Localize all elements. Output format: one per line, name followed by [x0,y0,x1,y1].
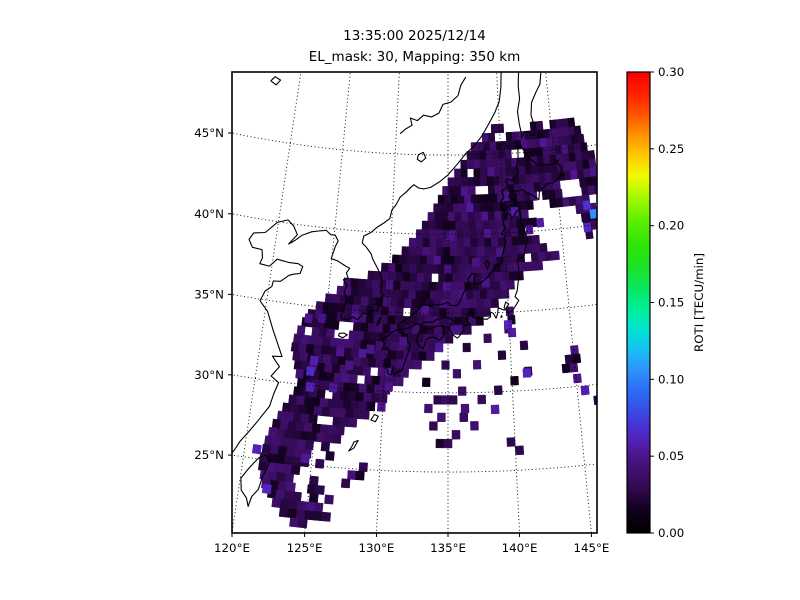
coastline-shikoku [415,325,446,350]
graticule [232,72,597,533]
x-tick-label: 125°E [287,541,323,555]
y-tick-label: 30°N [194,368,224,382]
parallel-line [232,293,597,315]
coastlines [232,72,566,507]
heatmap-cells [251,117,597,529]
coastline-okinawa [348,439,359,452]
coastline-taiwan [240,454,271,507]
y-tick-label: 40°N [194,207,224,221]
meridian-line [496,72,521,533]
coastline-kyushu [381,328,411,376]
coastline-lake_khanka [416,151,427,163]
coastline-amami [370,413,379,423]
coastline-tsushima [376,316,382,327]
colorbar-axis-label: ROTI [TECU/min] [692,253,706,352]
coastline-korea_russia [326,72,502,321]
coastline-honshu [397,210,528,339]
colorbar-tick-label: 0.15 [658,296,684,310]
coastline-jeju [337,332,348,339]
y-tick-label: 35°N [194,287,224,301]
coastline-hokkaido [500,144,566,211]
map-frame [231,71,598,534]
coastline-amur_river [399,76,467,134]
y-tick-label: 45°N [194,126,224,140]
coastline-izu_oshima [500,315,503,318]
title-params: EL_mask: 30, Mapping: 350 km [309,49,520,65]
x-tick-label: 140°E [502,541,538,555]
coastline-china_coast [232,219,328,454]
x-tick-label: 120°E [214,541,250,555]
coastline-sakhalin [516,72,542,139]
colorbar-tick-label: 0.30 [658,65,684,79]
colorbar-gradient [627,72,650,533]
meridian-line [375,72,400,533]
colorbar-tick-label: 0.25 [658,142,684,156]
x-tick-label: 135°E [430,541,466,555]
y-tick-label: 25°N [194,448,224,462]
title-timestamp: 13:35:00 2025/12/14 [343,28,486,44]
parallel-line [232,454,597,473]
meridian-line [545,72,592,533]
x-tick-label: 130°E [359,541,395,555]
colorbar-tick-label: 0.05 [658,449,684,463]
coastline-sado [484,260,491,270]
colorbar-tick-label: 0.20 [658,219,684,233]
x-tick-label: 145°E [573,541,609,555]
coastline-lake_hulun [270,76,282,86]
coastline-oki [425,292,430,297]
colorbar-tick-label: 0.00 [658,526,684,540]
meridian-line [232,72,302,533]
colorbar-tick-label: 0.10 [658,372,684,386]
meridian-line [304,72,351,533]
